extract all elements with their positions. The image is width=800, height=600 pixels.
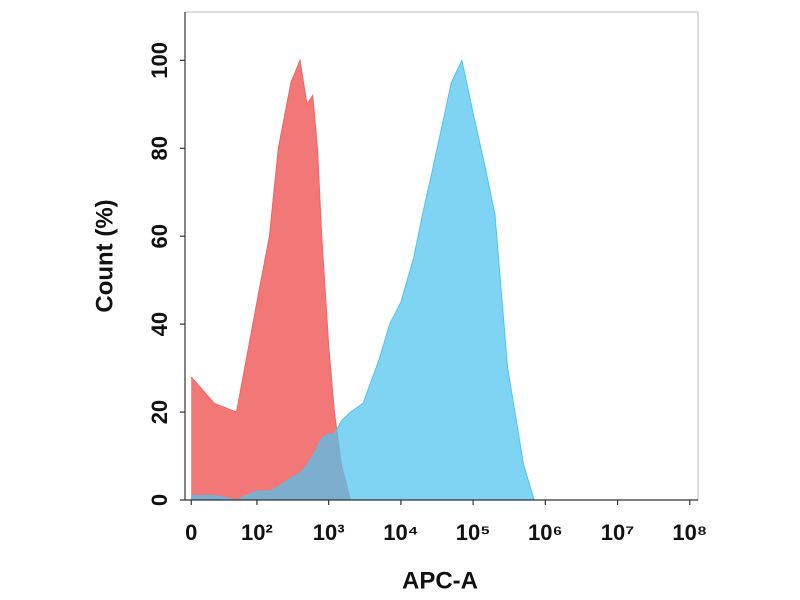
x-tick-label: 10² [241,520,273,545]
x-tick-label: 10⁵ [456,520,491,545]
y-tick-label: 100 [147,42,172,79]
area-outline [191,58,546,501]
y-tick-label: 20 [147,400,172,424]
x-tick-label: 10⁴ [383,520,418,545]
x-tick-label: 10³ [313,520,345,545]
y-tick-label: 40 [147,312,172,336]
x-axis-title: APC-A [402,567,478,594]
x-tick-label: 10⁶ [528,520,563,545]
x-tick-label: 10⁸ [672,520,707,545]
y-tick-label: 0 [147,494,172,506]
x-tick-label: 0 [185,520,197,545]
x-tick-label: 10⁷ [601,520,635,545]
y-tick-label: 60 [147,224,172,248]
y-axis-title: Count (%) [91,199,118,312]
area-fill [191,60,546,501]
area-fill [191,60,546,501]
y-tick-label: 80 [147,136,172,160]
